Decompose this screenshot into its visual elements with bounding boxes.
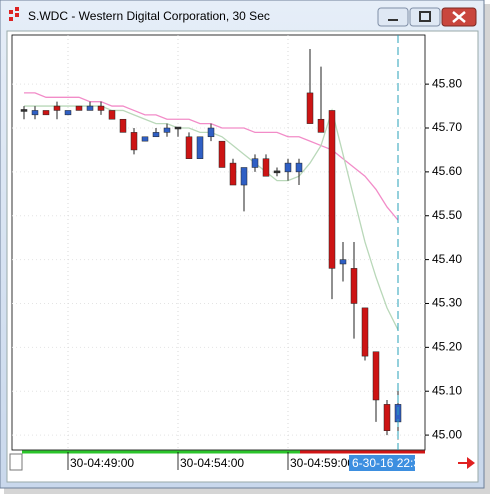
candle-body	[75, 105, 83, 111]
candle-body	[262, 158, 270, 177]
candle-body	[108, 110, 116, 120]
candle-body	[20, 109, 28, 112]
candle-body	[119, 118, 127, 133]
candle-body	[383, 404, 391, 431]
candle-body	[185, 136, 193, 159]
candle-body	[240, 167, 248, 186]
x-tick-label: 30-04:54:00	[180, 456, 244, 470]
candle-body	[218, 140, 226, 168]
candle-body	[152, 132, 160, 138]
candle-body	[317, 118, 325, 133]
plot-area	[11, 34, 426, 451]
candle-body	[174, 126, 182, 130]
candle-body	[31, 110, 39, 116]
y-tick-label: 45.30	[432, 296, 462, 310]
window-title: S.WDC - Western Digital Corporation, 30 …	[28, 9, 270, 23]
candle-body	[273, 170, 281, 174]
y-tick-label: 45.00	[432, 427, 462, 441]
candle-body	[251, 158, 259, 168]
app-icon	[9, 7, 19, 21]
y-tick-label: 45.70	[432, 120, 462, 134]
candle-body	[339, 259, 347, 265]
scroll-right-arrow[interactable]	[458, 457, 475, 469]
candle-body	[53, 105, 61, 111]
plot: 45.00 45.10 45.20 45.30 45.40 45.50 45.60 45.70…	[12, 35, 462, 471]
candle-body	[295, 162, 303, 173]
candle-body	[163, 127, 171, 133]
candle-body	[207, 127, 215, 138]
moving-average	[24, 92, 399, 221]
candle-body	[229, 162, 237, 186]
y-tick-label: 45.60	[432, 164, 462, 178]
candle-body	[141, 136, 149, 142]
candle-body	[86, 105, 94, 111]
close-icon	[452, 11, 466, 23]
candle-body	[284, 162, 292, 173]
x-tick-label: 30-04:49:00	[70, 456, 134, 470]
y-tick-label: 45.50	[432, 208, 462, 222]
candle-body	[64, 110, 72, 116]
minimize-button[interactable]	[377, 7, 409, 27]
y-tick-label: 45.40	[432, 252, 462, 266]
candle-body	[306, 92, 314, 124]
candle-body	[350, 268, 358, 304]
cursor-label-box	[349, 455, 415, 471]
candle-body	[130, 132, 138, 151]
candle-body	[372, 351, 380, 401]
y-tick-label: 45.80	[432, 76, 462, 90]
candle-body	[97, 105, 105, 111]
maximize-button[interactable]	[409, 7, 441, 27]
candle-body	[361, 307, 369, 357]
y-tick-label: 45.20	[432, 340, 462, 354]
candle-body	[42, 110, 50, 116]
cursor-label: 6-30-16 22:34:00	[352, 456, 444, 470]
x-tick-label: 30-04:59:00	[290, 456, 354, 470]
maximize-icon	[419, 11, 431, 22]
scroll-box[interactable]	[9, 453, 23, 471]
y-tick-label: 45.10	[432, 383, 462, 397]
candle-body	[196, 136, 204, 159]
candle-body	[328, 110, 336, 269]
